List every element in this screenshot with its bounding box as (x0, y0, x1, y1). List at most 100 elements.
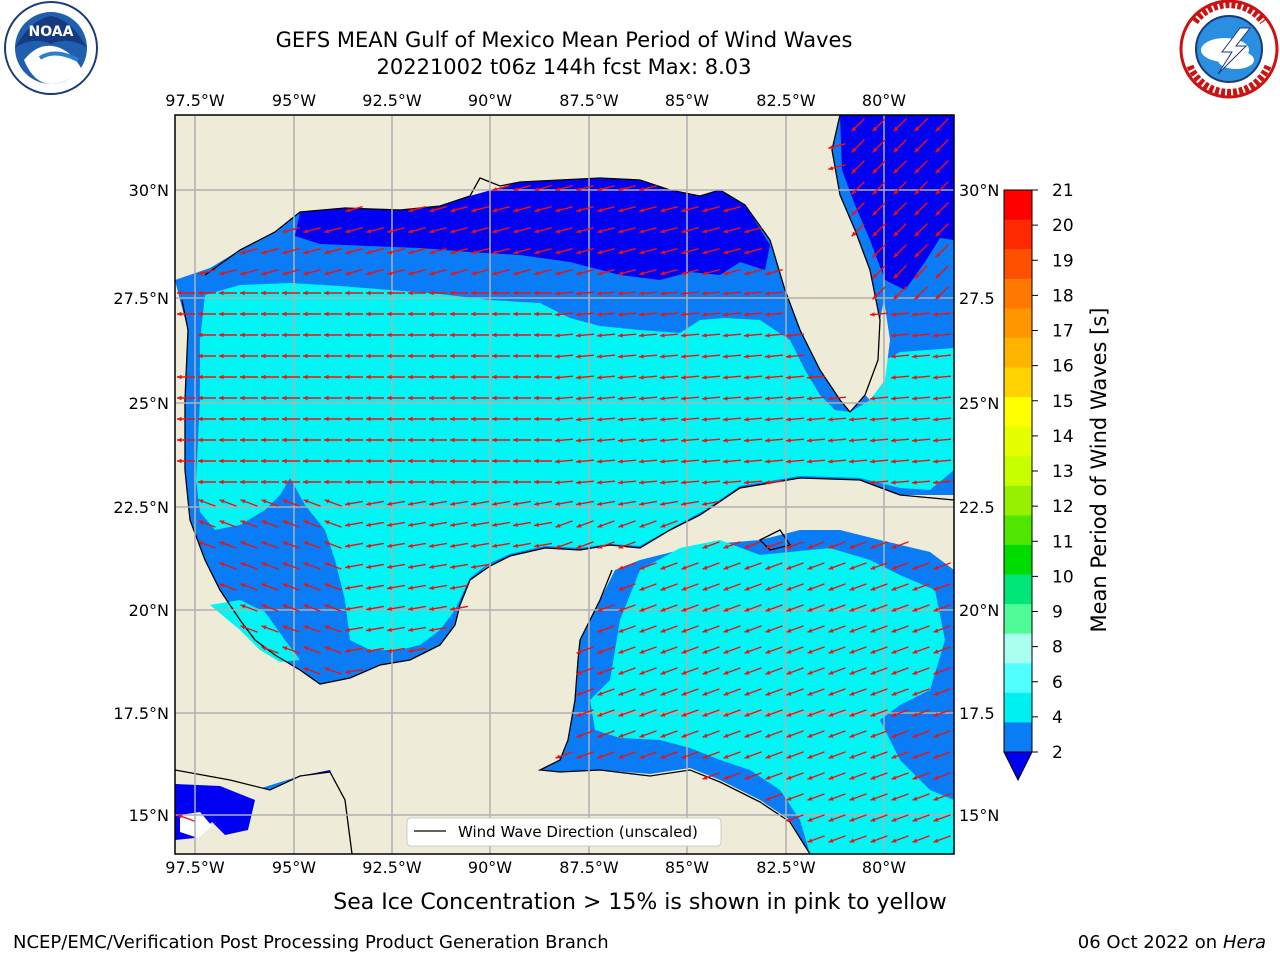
wind-arrow-head (893, 126, 899, 132)
wind-arrow-head (387, 627, 392, 632)
wind-arrow-head (660, 649, 666, 654)
footer-credit: NCEP/EMC/Verification Post Processing Pr… (13, 932, 609, 953)
wind-arrow-head (870, 586, 876, 591)
wind-arrow-head (912, 333, 917, 338)
wind-arrow-head (702, 354, 707, 359)
wind-arrow-head (618, 480, 623, 485)
wind-arrow-head (219, 499, 225, 504)
wind-arrow-head (261, 290, 266, 296)
wind-arrow-head (933, 628, 939, 633)
wind-arrow-head (555, 396, 560, 401)
wind-arrow-head (450, 208, 456, 213)
wind-arrow-head (744, 312, 749, 317)
wind-arrow-head (912, 354, 917, 359)
wind-arrow-head (366, 522, 371, 527)
wind-arrow-head (681, 375, 686, 380)
wind-arrow-head (744, 712, 750, 717)
wind-arrow-head (807, 396, 812, 401)
wind-arrow-head (282, 583, 288, 588)
wind-arrow-head (933, 480, 938, 485)
wind-arrow-head (240, 625, 246, 630)
wind-arrow-head (345, 585, 350, 590)
wind-arrow-head (345, 522, 350, 527)
wind-arrow-head (366, 648, 371, 653)
wind-arrow-head (786, 628, 792, 633)
wind-arrow-head (177, 395, 182, 401)
wind-arrow-head (387, 501, 392, 506)
wind-arrow-head (660, 250, 666, 255)
wind-arrow-head (912, 417, 917, 422)
wind-arrow-head (702, 565, 708, 570)
wind-arrow-head (219, 290, 224, 296)
wind-arrow-head (492, 437, 497, 443)
wind-arrow-head (933, 754, 939, 759)
sea-ice-note: Sea Ice Concentration > 15% is shown in … (333, 890, 947, 915)
wind-arrow-head (555, 501, 560, 506)
colorbar-swatch (1004, 190, 1032, 221)
colorbar-swatch (1004, 426, 1032, 457)
wind-arrow-head (240, 250, 246, 255)
wind-arrow-head (870, 459, 875, 464)
wind-arrow-head (765, 333, 770, 338)
wind-arrow-head (702, 501, 707, 506)
wind-arrow-head (893, 168, 899, 174)
wind-arrow-head (744, 459, 749, 464)
wind-arrow-head (240, 311, 245, 317)
footer-date: 06 Oct 2022 on Hera (1077, 932, 1266, 953)
wind-arrow-head (702, 691, 708, 696)
wind-arrow-head (219, 520, 225, 525)
wind-arrow-head (765, 459, 770, 464)
wind-arrow-head (576, 459, 581, 464)
wind-arrow-head (366, 585, 371, 590)
wind-arrow-head (366, 564, 371, 569)
wind-arrow-head (366, 627, 371, 632)
wind-arrow-head (618, 501, 623, 506)
wind-arrow-head (492, 250, 498, 255)
wind-arrow-head (765, 775, 771, 780)
wind-arrow-head (429, 479, 434, 485)
wind-arrow-head (870, 796, 876, 801)
wind-arrow-head (303, 541, 309, 546)
wind-arrow-head (219, 583, 225, 588)
svg-text:27.5°N: 27.5°N (113, 289, 169, 308)
wind-arrow-head (723, 333, 728, 338)
wind-arrow-head (933, 565, 939, 570)
wind-arrow-head (639, 712, 645, 717)
wind-arrow-head (408, 648, 413, 653)
wind-arrow-head (681, 712, 687, 717)
wind-arrow-head (828, 417, 833, 422)
wind-arrow-head (387, 271, 393, 276)
wind-arrow-head (618, 438, 623, 443)
wind-arrow-head (261, 604, 267, 609)
wind-arrow-head (744, 438, 749, 443)
wind-arrow-head (219, 479, 224, 485)
svg-text:85°W: 85°W (665, 858, 709, 877)
wind-arrow-head (576, 480, 581, 485)
wind-arrow-head (828, 754, 834, 759)
wind-arrow-head (408, 229, 414, 234)
wind-arrow-head (597, 523, 603, 528)
wind-arrow-head (891, 438, 896, 443)
wind-arrow-head (912, 565, 918, 570)
wind-arrow-head (534, 395, 539, 401)
wind-arrow-head (618, 250, 624, 255)
wind-arrow-head (324, 667, 330, 672)
wind-arrow-head (681, 208, 687, 213)
wind-arrow-head (870, 691, 876, 696)
wind-arrow-head (618, 523, 624, 528)
wind-arrow-head (240, 541, 246, 546)
wind-arrow-head (429, 374, 434, 380)
wind-arrow-head (198, 395, 203, 401)
wind-arrow-head (618, 607, 624, 612)
wind-arrow-head (282, 604, 288, 609)
wind-arrow-head (513, 522, 518, 527)
wind-arrow-head (429, 250, 435, 255)
wind-arrow-head (471, 229, 477, 234)
wind-arrow-head (219, 437, 224, 443)
wind-arrow-head (849, 838, 855, 843)
wind-arrow-head (429, 332, 434, 338)
wind-arrow-head (555, 187, 561, 192)
wind-arrow-head (408, 353, 413, 359)
wind-arrow-head (387, 458, 392, 464)
